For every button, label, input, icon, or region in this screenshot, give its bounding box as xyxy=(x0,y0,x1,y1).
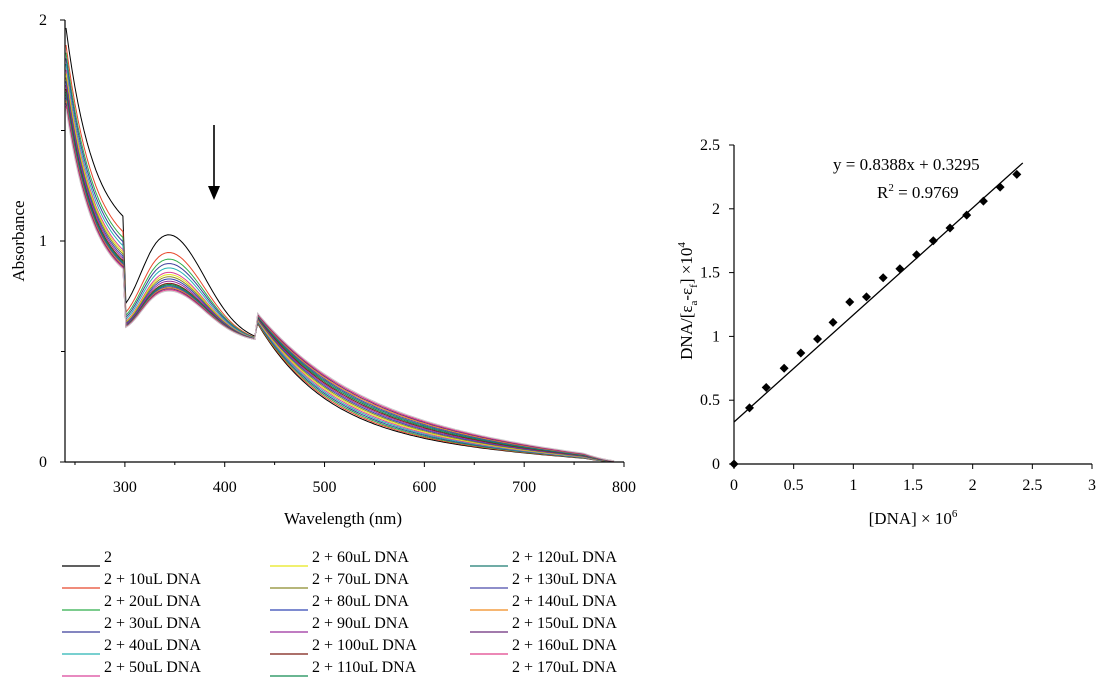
arrow-head xyxy=(208,186,220,200)
data-point-marker xyxy=(779,363,789,373)
y-tick-label: 2 xyxy=(39,12,47,29)
down-arrow-annotation xyxy=(208,125,220,200)
legend-label: 2 + 100uL DNA xyxy=(312,637,417,654)
data-point-marker xyxy=(828,317,838,327)
trendline xyxy=(733,162,1024,423)
legend-label: 2 + 150uL DNA xyxy=(512,615,617,632)
fit-y-tick-label: 1.5 xyxy=(700,265,720,282)
spectrum-line xyxy=(65,77,615,462)
data-point-marker xyxy=(945,223,955,233)
fit-x-tick-label: 2 xyxy=(969,477,977,494)
legend-label: 2 + 20uL DNA xyxy=(104,593,201,610)
data-points xyxy=(729,169,1022,469)
legend-label: 2 + 40uL DNA xyxy=(104,637,201,654)
data-point-marker xyxy=(813,334,823,344)
data-point-marker xyxy=(796,348,806,358)
spectrum-line xyxy=(65,103,615,462)
legend-label: 2 + 140uL DNA xyxy=(512,593,617,610)
data-point-marker xyxy=(912,250,922,260)
fit-y-tick-label: 0.5 xyxy=(700,392,720,409)
data-point-marker xyxy=(878,273,888,283)
absorbance-chart: 300 400 500 600 700 800 0 1 2 Wavelength (nm) Ab… xyxy=(9,12,636,677)
x-tick-label: 600 xyxy=(412,479,436,496)
trendline-equation: y = 0.8388x + 0.3295 xyxy=(833,155,980,174)
fit-x-tick-label: 1.5 xyxy=(903,477,923,494)
spectrum-line xyxy=(65,85,615,462)
data-point-marker xyxy=(928,236,938,246)
spectrum-line xyxy=(65,106,615,462)
data-point-marker xyxy=(895,264,905,274)
legend-label: 2 xyxy=(104,549,112,566)
legend-label: 2 + 30uL DNA xyxy=(104,615,201,632)
fit-x-tick-label: 3 xyxy=(1088,477,1096,494)
legend-label: 2 + 160uL DNA xyxy=(512,637,617,654)
fit-x-tick-label: 2.5 xyxy=(1022,477,1042,494)
fit-ticks: 0 0.5 1 1.5 2 2.5 3 0 0.5 1 1.5 2 2.5 xyxy=(700,137,1096,494)
legend-label: 2 + 170uL DNA xyxy=(512,659,617,676)
fit-y-tick-label: 2 xyxy=(712,201,720,218)
y-tick-label: 0 xyxy=(39,454,47,471)
data-point-marker xyxy=(845,297,855,307)
spectra-legend: 2 2 + 10uL DNA 2 + 20uL DNA 2 + 30uL DNA 2 +… xyxy=(62,549,617,677)
x-tick-label: 700 xyxy=(512,479,536,496)
x-axis-label: Wavelength (nm) xyxy=(284,509,402,528)
y-axis-label: Absorbance xyxy=(9,200,28,281)
spectrum-line xyxy=(65,100,615,462)
legend-label: 2 + 10uL DNA xyxy=(104,571,201,588)
data-point-marker xyxy=(861,292,871,302)
legend-label: 2 + 110uL DNA xyxy=(312,659,417,676)
fit-y-tick-label: 0 xyxy=(712,456,720,473)
x-tick-label: 800 xyxy=(612,479,636,496)
spectrum-line xyxy=(65,91,615,462)
legend-label: 2 + 70uL DNA xyxy=(312,571,409,588)
fit-x-tick-label: 0 xyxy=(730,477,738,494)
fit-y-tick-label: 1 xyxy=(712,328,720,345)
r-squared-label: R2 = 0.9769 xyxy=(877,182,959,202)
data-point-marker xyxy=(995,182,1005,192)
binding-plot: 0 0.5 1 1.5 2 2.5 3 0 0.5 1 1.5 2 2.5 y = 0.8388x + … xyxy=(676,137,1096,528)
legend-label: 2 + 90uL DNA xyxy=(312,615,409,632)
spectrum-line xyxy=(65,108,615,462)
data-point-marker xyxy=(978,196,988,206)
fit-x-axis-label: [DNA] × 106 xyxy=(869,508,958,528)
fit-x-tick-label: 0.5 xyxy=(784,477,804,494)
data-point-marker xyxy=(1012,169,1022,179)
spectrum-line xyxy=(65,64,615,462)
data-point-marker xyxy=(745,403,755,413)
fit-y-axis-label: DNA/[εa-εf] ×104 xyxy=(676,242,700,360)
spectrum-line xyxy=(65,88,615,462)
legend-label: 2 + 120uL DNA xyxy=(512,549,617,566)
y-tick-label: 1 xyxy=(39,233,47,250)
spectrum-line xyxy=(65,97,615,462)
fit-y-tick-label: 2.5 xyxy=(700,137,720,154)
spectrum-line xyxy=(65,94,615,462)
fit-x-tick-label: 1 xyxy=(849,477,857,494)
spectra-ticks: 300 400 500 600 700 800 0 1 2 xyxy=(39,12,636,496)
legend-label: 2 + 50uL DNA xyxy=(104,659,201,676)
legend-label: 2 + 130uL DNA xyxy=(512,571,617,588)
x-tick-label: 500 xyxy=(313,479,337,496)
data-point-marker xyxy=(761,382,771,392)
spectra-curves xyxy=(65,27,615,463)
x-tick-label: 300 xyxy=(113,479,137,496)
legend-label: 2 + 80uL DNA xyxy=(312,593,409,610)
data-point-marker xyxy=(729,459,739,469)
data-point-marker xyxy=(962,210,972,220)
x-tick-label: 400 xyxy=(213,479,237,496)
legend-label: 2 + 60uL DNA xyxy=(312,549,409,566)
